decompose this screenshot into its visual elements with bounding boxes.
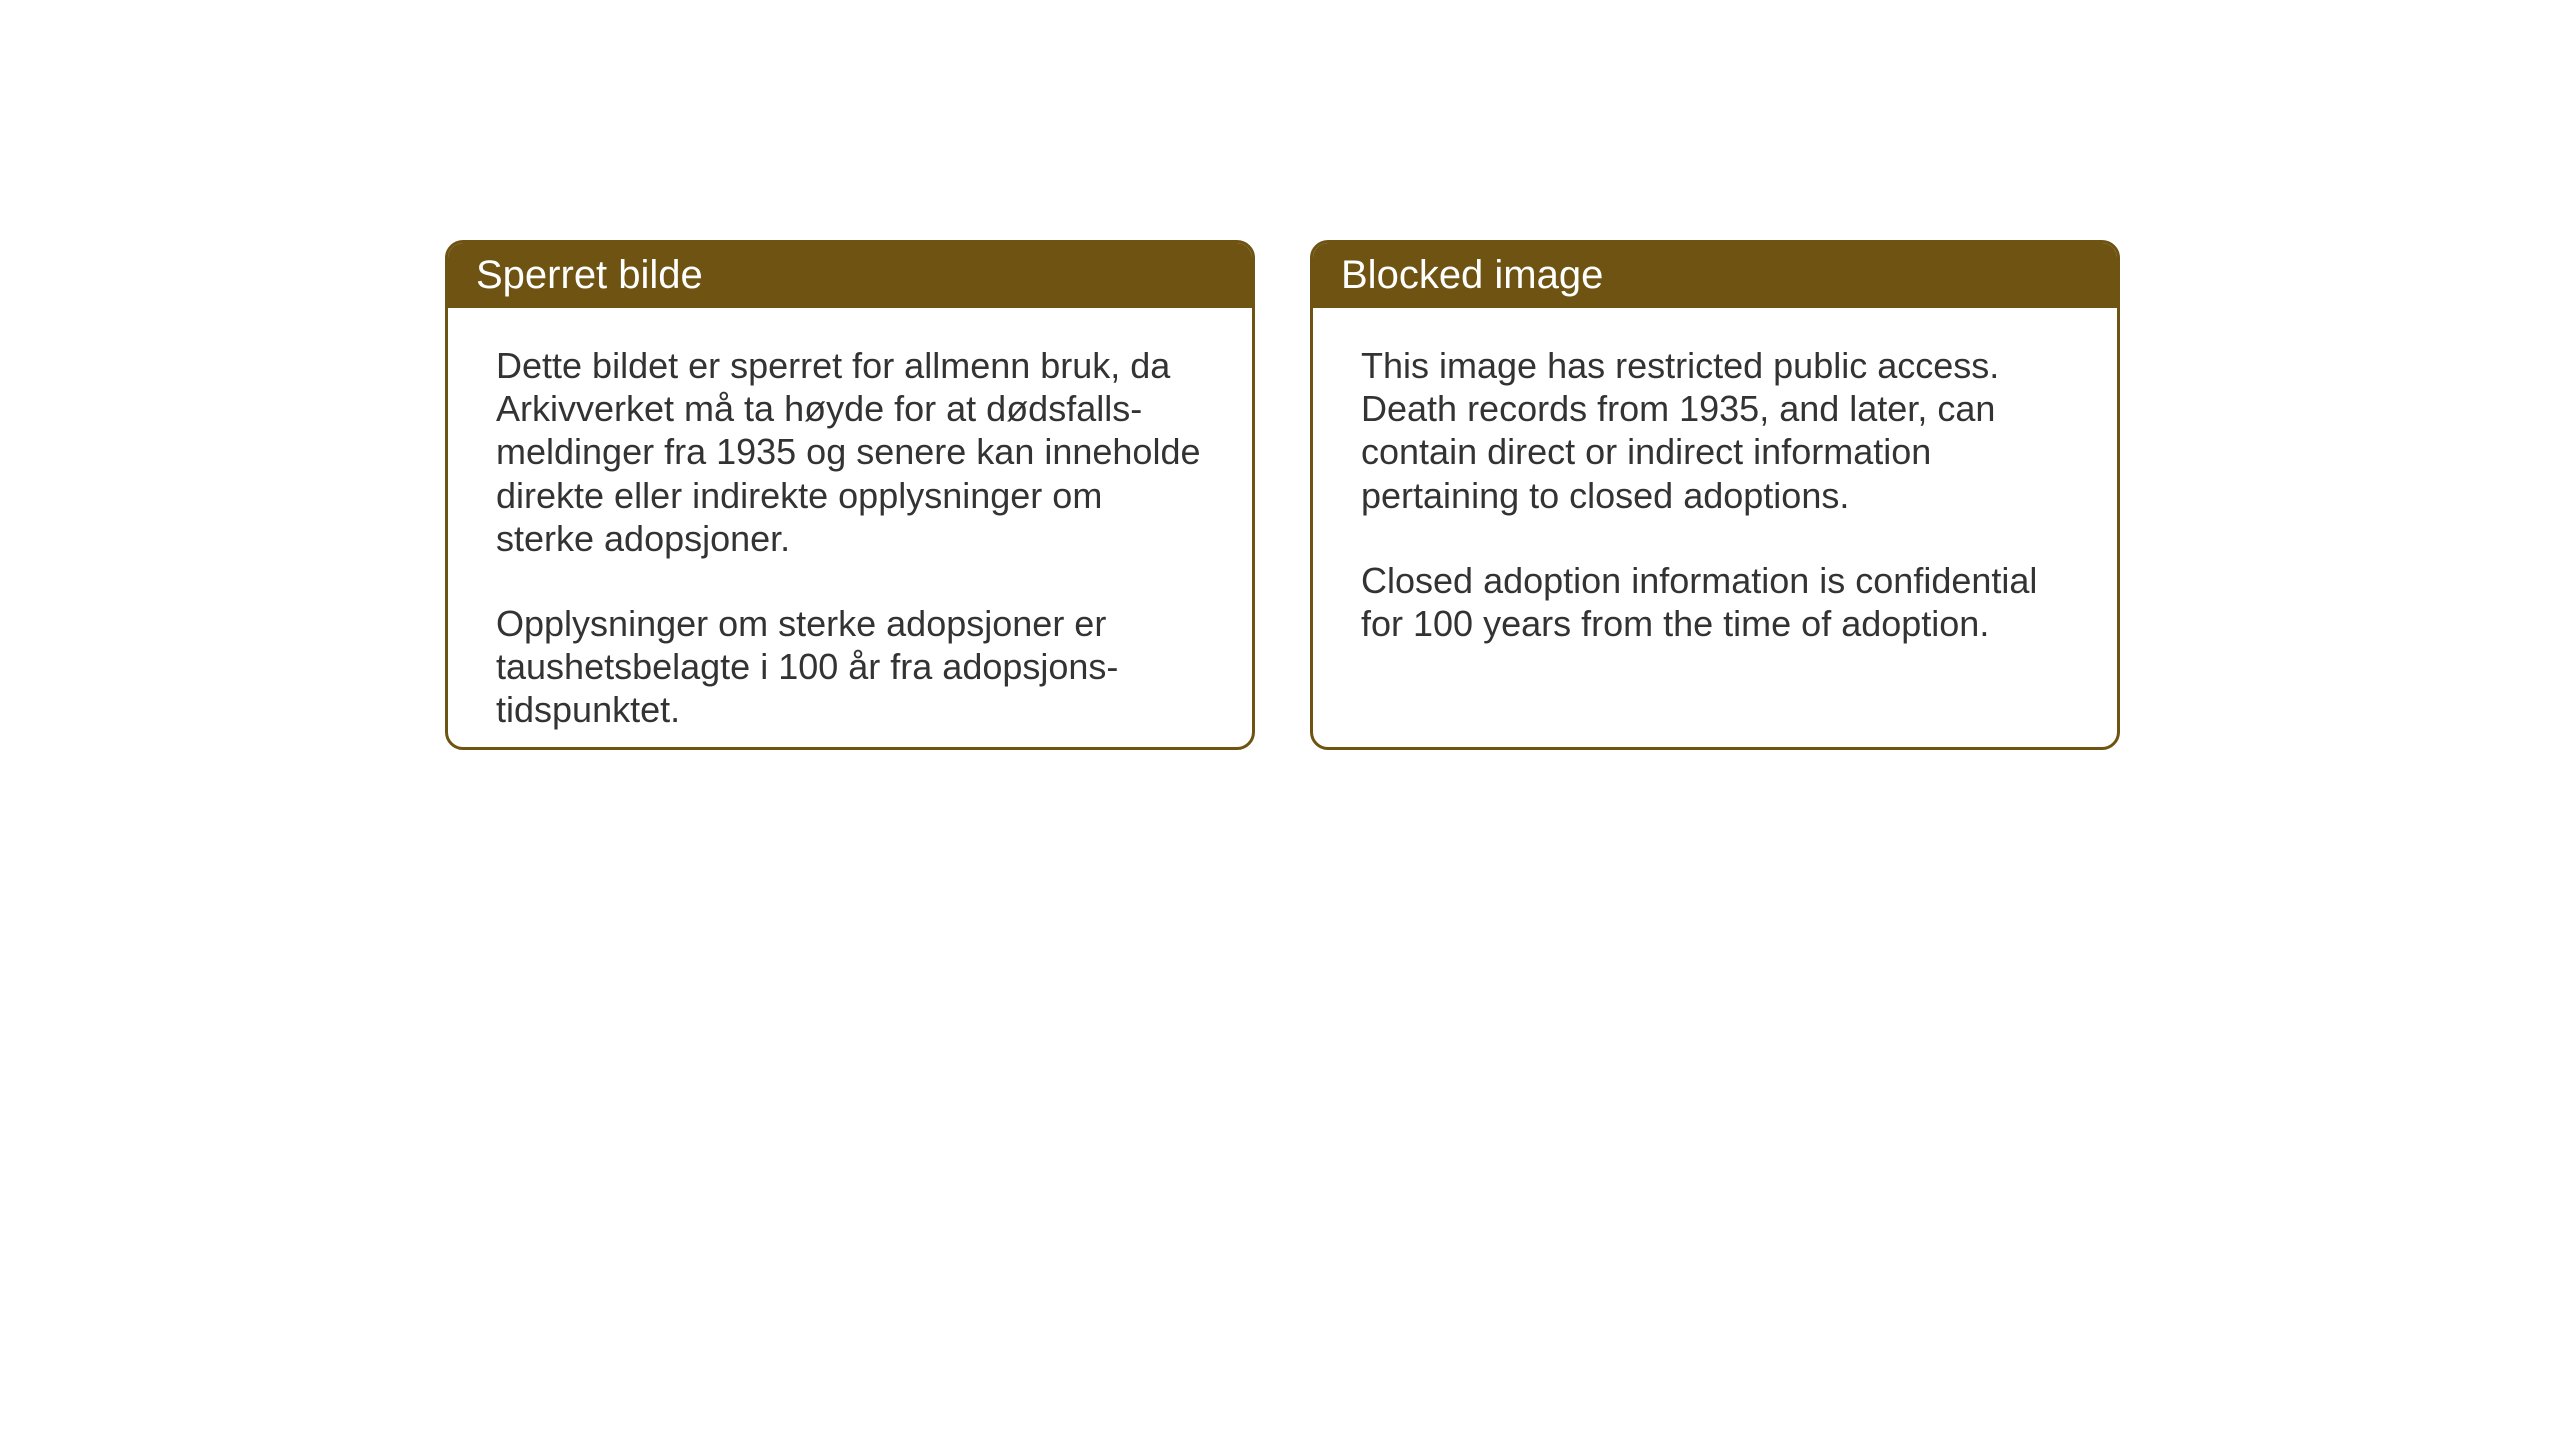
english-card-body: This image has restricted public access.… bbox=[1313, 308, 2117, 681]
norwegian-paragraph-1: Dette bildet er sperret for allmenn bruk… bbox=[496, 344, 1204, 560]
norwegian-card-title: Sperret bilde bbox=[448, 243, 1252, 308]
english-notice-card: Blocked image This image has restricted … bbox=[1310, 240, 2120, 750]
norwegian-card-body: Dette bildet er sperret for allmenn bruk… bbox=[448, 308, 1252, 750]
norwegian-notice-card: Sperret bilde Dette bildet er sperret fo… bbox=[445, 240, 1255, 750]
english-paragraph-2: Closed adoption information is confident… bbox=[1361, 559, 2069, 645]
english-card-title: Blocked image bbox=[1313, 243, 2117, 308]
english-paragraph-1: This image has restricted public access.… bbox=[1361, 344, 2069, 517]
norwegian-paragraph-2: Opplysninger om sterke adopsjoner er tau… bbox=[496, 602, 1204, 732]
notice-container: Sperret bilde Dette bildet er sperret fo… bbox=[445, 240, 2120, 750]
